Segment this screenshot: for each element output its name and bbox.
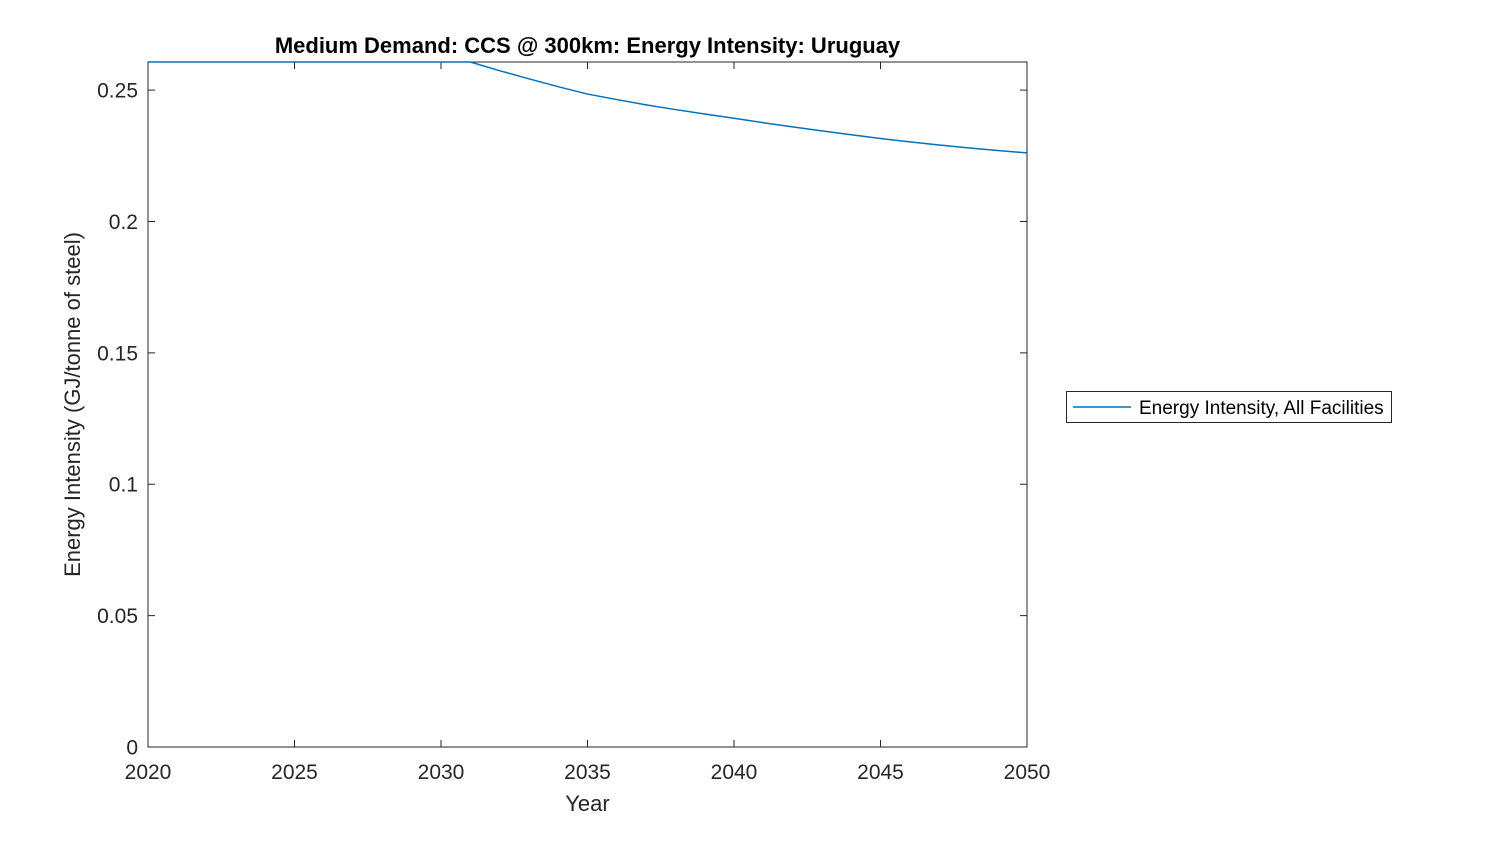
x-tick-label: 2025 bbox=[271, 761, 318, 784]
y-axis-tick-labels: 0 0.05 0.1 0.15 0.2 0.25 bbox=[97, 80, 138, 760]
x-tick-label: 2020 bbox=[125, 761, 172, 784]
plot-area-box bbox=[147, 61, 1028, 748]
x-tick-label: 2040 bbox=[711, 761, 758, 784]
legend: Energy Intensity, All Facilities bbox=[1066, 391, 1392, 423]
energy-intensity-line bbox=[148, 61, 1028, 154]
y-tick-label: 0 bbox=[126, 737, 138, 760]
y-tick-label: 0.15 bbox=[97, 342, 138, 365]
y-tick-label: 0.1 bbox=[109, 474, 138, 497]
x-axis-tick-labels: 2020 2025 2030 2035 2040 2045 2050 bbox=[125, 761, 1051, 784]
legend-entry-label: Energy Intensity, All Facilities bbox=[1139, 398, 1384, 419]
x-tick-label: 2050 bbox=[1004, 761, 1051, 784]
x-axis-label: Year bbox=[565, 791, 609, 816]
axis-tick-marks bbox=[147, 62, 1028, 748]
x-tick-label: 2035 bbox=[564, 761, 611, 784]
y-tick-label: 0.2 bbox=[109, 211, 138, 234]
x-tick-label: 2045 bbox=[857, 761, 904, 784]
y-tick-label: 0.05 bbox=[97, 605, 138, 628]
x-tick-label: 2030 bbox=[418, 761, 465, 784]
y-axis-label: Energy Intensity (GJ/tonne of steel) bbox=[60, 232, 85, 577]
y-tick-label: 0.25 bbox=[97, 80, 138, 103]
chart-title: Medium Demand: CCS @ 300km: Energy Inten… bbox=[275, 33, 901, 58]
